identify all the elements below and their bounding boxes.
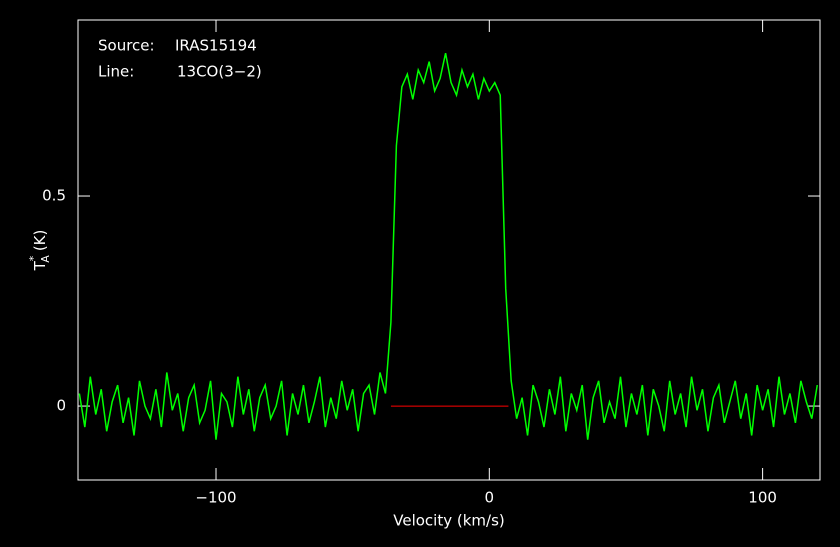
x-tick-label: −100 bbox=[195, 489, 236, 507]
annotation-label: Line: bbox=[98, 63, 134, 81]
annotation: 13CO(3−2) bbox=[177, 63, 262, 81]
x-axis-label: Velocity (km/s) bbox=[393, 512, 504, 530]
y-label-sup: * bbox=[27, 255, 40, 261]
x-tick-label: 100 bbox=[748, 489, 777, 507]
y-axis-label: T*A (K) bbox=[27, 230, 52, 272]
y-tick-label: 0.5 bbox=[42, 187, 66, 205]
y-tick-label: 0 bbox=[56, 397, 66, 415]
y-label-main: T bbox=[31, 260, 49, 271]
y-label-sub: A bbox=[39, 255, 52, 263]
y-label-unit: (K) bbox=[31, 230, 49, 252]
plot-frame bbox=[77, 19, 821, 481]
annotation: IRAS15194 bbox=[175, 37, 257, 55]
spectrum-line bbox=[78, 53, 819, 440]
x-tick-label: 0 bbox=[485, 489, 495, 507]
annotation-label: Source: bbox=[98, 37, 155, 55]
